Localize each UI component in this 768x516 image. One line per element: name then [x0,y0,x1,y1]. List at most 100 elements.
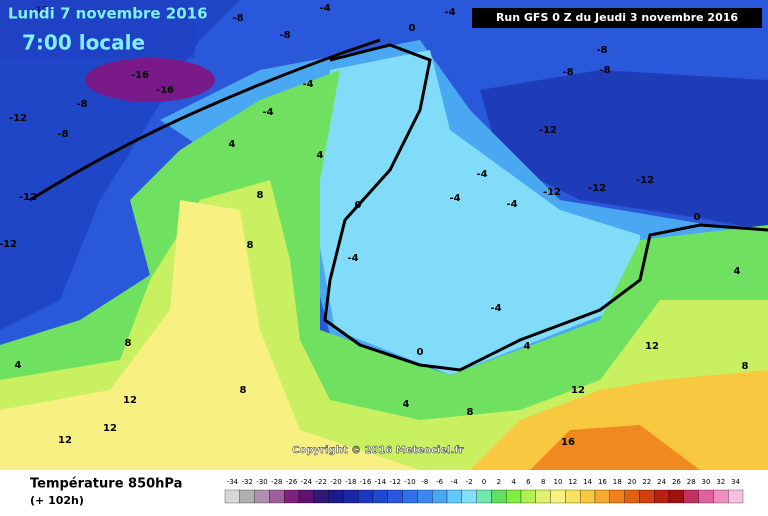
scale-label: -30 [256,478,267,486]
scale-label: -18 [345,478,356,486]
contour-label: 12 [123,395,137,406]
zero-isotherm [323,43,768,372]
scale-swatch [372,489,388,504]
contour-label: -16 [156,85,174,96]
contour-label: -4 [449,193,460,204]
contour-label: 12 [645,341,659,352]
contour-label: -8 [76,99,87,110]
scale-swatch [239,489,255,504]
contour-label: 0 [409,23,416,34]
scale-swatch [609,489,625,504]
zero-isotherm [29,38,381,202]
contour-label: 8 [257,190,264,201]
contour-label: -4 [490,303,501,314]
contour-label: -12 [588,183,606,194]
scale-label: -16 [360,478,372,486]
scale-swatch [550,489,566,504]
scale-swatch [491,489,507,504]
scale-swatch [683,489,699,504]
contour-label: 16 [561,437,575,448]
lead-label: (+ 102h) [30,494,84,507]
scale-swatch [698,489,714,504]
scale-swatch [668,489,684,504]
yellow-region [0,200,420,470]
contour-label: 12 [571,385,585,396]
scale-swatch [728,489,744,504]
scale-label: -12 [389,478,400,486]
scale-swatch [387,489,403,504]
scale-swatch [254,489,270,504]
contour-label: -12 [636,175,654,186]
scale-swatch [298,489,314,504]
scale-swatch [313,489,329,504]
contour-label: -12 [0,239,17,250]
contour-label: -12 [543,187,561,198]
contour-label: 0 [694,212,701,223]
contour-label: 12 [58,435,72,446]
contour-label: -8 [596,45,607,56]
copyright: Copyright © 2016 Meteociel.fr [292,445,463,456]
contour-label: -4 [262,107,273,118]
scale-swatch [639,489,655,504]
scale-label: 18 [613,478,622,486]
contour-label: -4 [302,79,313,90]
scale-label: 2 [497,478,501,486]
scale-label: -20 [330,478,341,486]
scale-swatch [594,489,610,504]
scale-label: 30 [702,478,711,486]
scale-swatch [358,489,374,504]
scale-label: -32 [241,478,252,486]
scale-swatch [284,489,300,504]
contour-label: 4 [734,266,741,277]
contour-label: -12 [9,113,27,124]
scale-label: 16 [598,478,607,486]
contour-label: 4 [15,360,22,371]
run-bg [472,8,762,28]
contour-label: -12 [539,125,557,136]
contour-label: 8 [125,338,132,349]
cold-region [0,0,240,330]
scale-label: -26 [286,478,298,486]
scale-swatch [446,489,462,504]
contour-label: 4 [229,139,236,150]
scale-swatch [432,489,448,504]
scale-swatch [476,489,492,504]
scale-label: 32 [716,478,725,486]
contour-label: 8 [240,385,247,396]
contour-label: -4 [506,199,517,210]
scale-swatch [565,489,581,504]
scale-swatch [269,489,285,504]
scale-label: 0 [482,478,486,486]
contour-label: 8 [742,361,749,372]
cyan-region [315,50,640,375]
time-label: 7:00 locale [22,31,145,55]
contour-label: -4 [347,253,358,264]
contour-label: 4 [317,150,324,161]
scale-label: -14 [375,478,387,486]
scale-label: 10 [554,478,563,486]
contour-label: -8 [279,30,290,41]
scale-label: 4 [511,478,516,486]
contour-label: -4 [476,169,487,180]
scale-swatch [328,489,344,504]
scale-label: 34 [731,478,740,486]
scale-swatch [506,489,522,504]
scale-label: -6 [436,478,444,486]
scale-swatch [654,489,670,504]
scale-swatch [224,489,240,504]
scale-label: 14 [583,478,592,486]
scale-label: -2 [466,478,473,486]
scale-swatch [343,489,359,504]
contour-label: -8 [599,65,610,76]
scale-swatch [580,489,596,504]
scale-swatch [713,489,729,504]
contour-label: 0 [355,200,362,211]
contour-label: -8 [232,13,243,24]
contour-label: 12 [103,423,117,434]
scale-label: -4 [451,478,459,486]
contour-label: -8 [562,67,573,78]
cold-region [480,70,768,230]
scale-label: 6 [526,478,531,486]
contour-label: 4 [403,399,410,410]
